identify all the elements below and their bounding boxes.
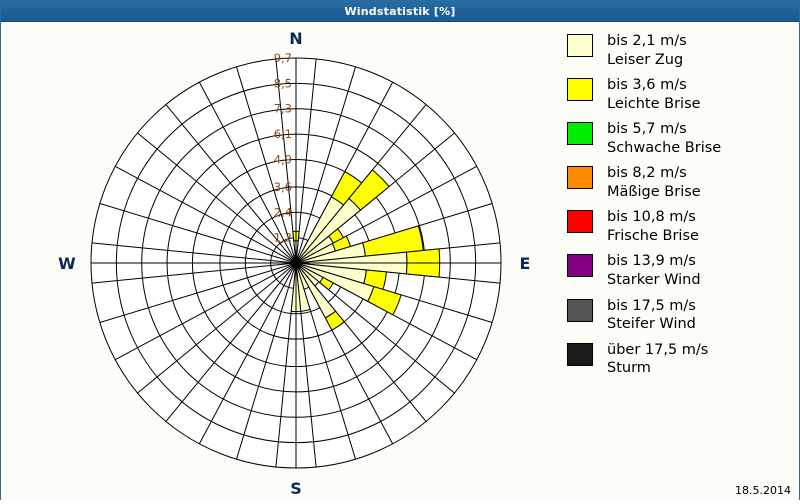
wind-rose-plot: 1,2 2,4 3,6 4,9 6,1 7,3 8,5 9,7 N E S W [1, 22, 561, 500]
legend-speed-range: bis 13,9 m/s [607, 252, 701, 271]
legend-beaufort-name: Mäßige Brise [607, 183, 701, 202]
radial-tick-label: 7,3 [274, 102, 292, 116]
legend-speed-range: bis 8,2 m/s [607, 164, 701, 183]
window-title: Windstatistik [%] [344, 5, 455, 18]
legend-beaufort-name: Leichte Brise [607, 95, 701, 114]
radial-tick-label: 4,9 [274, 152, 292, 166]
legend-beaufort-name: Frische Brise [607, 227, 699, 246]
compass-label-west: W [58, 254, 76, 273]
legend-color-swatch [567, 254, 593, 277]
radial-tick-label: 3,6 [274, 180, 292, 194]
legend-speed-range: über 17,5 m/s [607, 341, 708, 360]
radial-tick-label: 8,5 [274, 76, 292, 90]
compass-label-east: E [520, 254, 531, 273]
legend-beaufort-name: Steifer Wind [607, 315, 696, 334]
legend-speed-range: bis 17,5 m/s [607, 297, 696, 316]
radial-tick-label: 9,7 [274, 51, 292, 65]
legend-beaufort-name: Sturm [607, 359, 708, 378]
legend-speed-range: bis 3,6 m/s [607, 76, 701, 95]
radial-tick-label: 1,2 [274, 231, 292, 245]
date-stamp: 18.5.2014 [735, 484, 791, 497]
legend-color-swatch [567, 166, 593, 189]
legend-speed-range: bis 5,7 m/s [607, 120, 721, 139]
legend-speed-range: bis 10,8 m/s [607, 208, 699, 227]
legend-speed-range: bis 2,1 m/s [607, 32, 687, 51]
legend-color-swatch [567, 299, 593, 322]
legend-color-swatch [567, 210, 593, 233]
legend-beaufort-name: Leiser Zug [607, 51, 687, 70]
wind-rose-svg: 1,2 2,4 3,6 4,9 6,1 7,3 8,5 9,7 N E S W [1, 22, 561, 500]
radial-tick-label: 2,4 [274, 205, 292, 219]
radial-tick-label: 6,1 [274, 127, 292, 141]
legend-color-swatch [567, 34, 593, 57]
window-content: 1,2 2,4 3,6 4,9 6,1 7,3 8,5 9,7 N E S W bis 2,1 m/… [1, 22, 799, 500]
legend-color-swatch [567, 78, 593, 101]
legend-beaufort-name: Starker Wind [607, 271, 701, 290]
compass-label-south: S [290, 479, 302, 498]
window-title-bar: Windstatistik [%] [1, 1, 799, 22]
legend-color-swatch [567, 122, 593, 145]
legend-beaufort-name: Schwache Brise [607, 139, 721, 158]
compass-label-north: N [289, 29, 302, 48]
legend-color-swatch [567, 343, 593, 366]
